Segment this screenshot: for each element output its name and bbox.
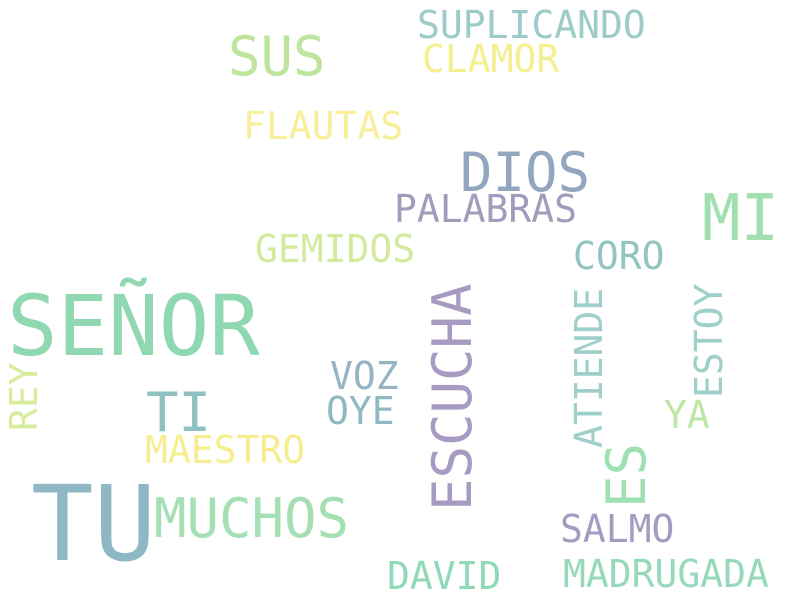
word-suplicando: SUPLICANDO bbox=[417, 3, 646, 47]
word-clamor: CLAMOR bbox=[422, 37, 560, 81]
word-palabras: PALABRAS bbox=[394, 187, 578, 231]
word-gemidos: GEMIDOS bbox=[255, 227, 416, 271]
word-oye: OYE bbox=[326, 389, 395, 433]
word-voz: VOZ bbox=[330, 354, 399, 398]
word-sus: SUS bbox=[228, 25, 326, 88]
word-escucha: ESCUCHA bbox=[421, 283, 484, 511]
word-atiende: ATIENDE bbox=[567, 287, 611, 448]
word-dios: DIOS bbox=[460, 141, 591, 204]
word-flautas: FLAUTAS bbox=[243, 104, 404, 148]
word-senor: SEÑOR bbox=[7, 277, 260, 375]
word-mi: MI bbox=[702, 182, 780, 256]
word-david: DAVID bbox=[387, 554, 502, 598]
word-estoy: ESTOY bbox=[687, 283, 731, 398]
word-salmo: SALMO bbox=[560, 507, 675, 551]
word-madrugada: MADRUGADA bbox=[563, 552, 769, 596]
word-coro: CORO bbox=[573, 234, 665, 278]
word-maestro: MAESTRO bbox=[145, 428, 306, 472]
word-ya: YA bbox=[664, 393, 710, 437]
word-tu: TU bbox=[31, 463, 157, 585]
word-muchos: MUCHOS bbox=[154, 487, 350, 550]
word-es: ES bbox=[595, 442, 658, 508]
word-rey: REY bbox=[2, 362, 46, 431]
word-ti: TI bbox=[146, 381, 212, 444]
